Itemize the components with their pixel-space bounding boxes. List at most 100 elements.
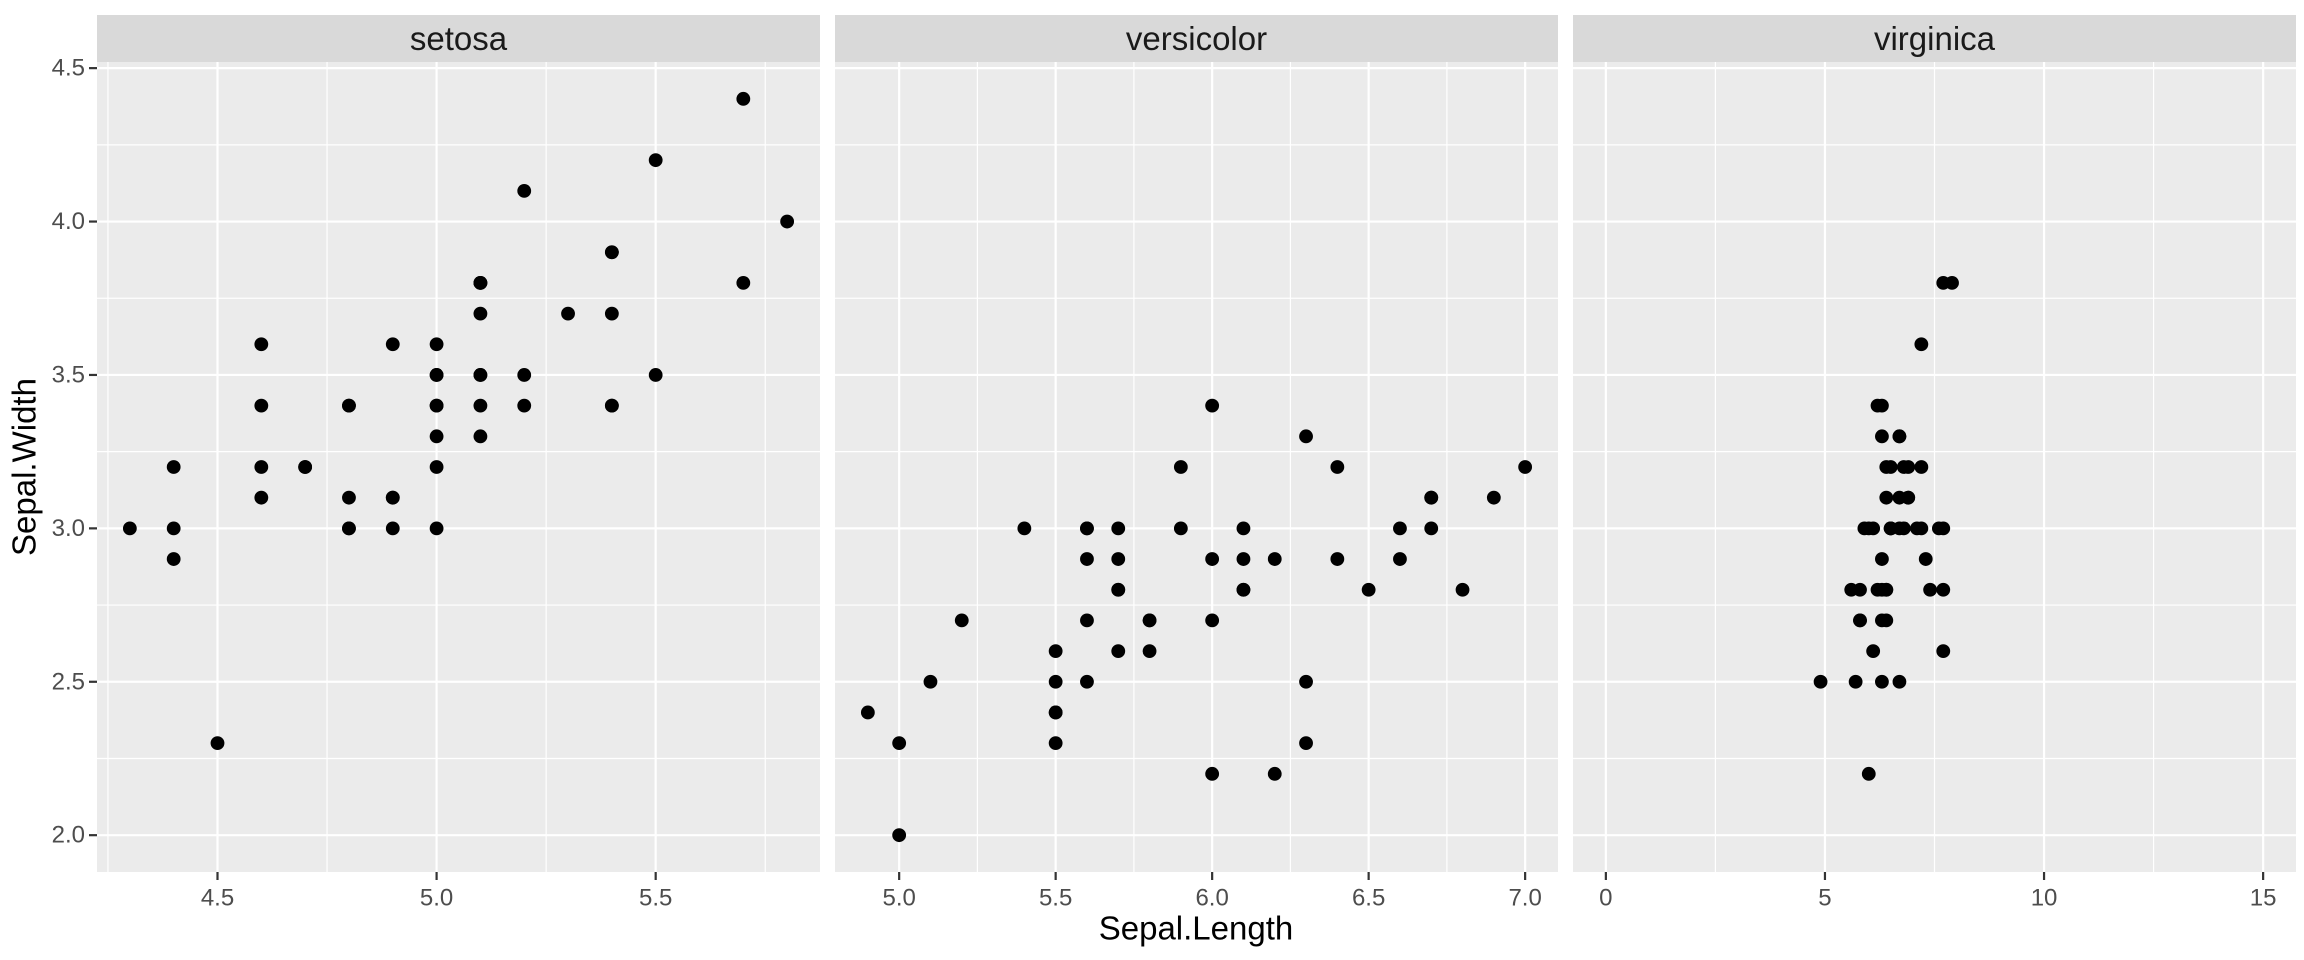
data-point — [1080, 613, 1094, 628]
data-point — [122, 521, 137, 536]
data-point — [166, 552, 181, 566]
y-axis-title: Sepal.Width — [6, 378, 43, 556]
data-point — [1875, 552, 1889, 566]
data-point — [860, 705, 875, 720]
data-point — [1870, 398, 1885, 413]
data-point — [517, 183, 532, 198]
data-point — [1361, 582, 1376, 597]
data-point — [1424, 521, 1439, 536]
x-tick-label: 6.5 — [1352, 885, 1385, 912]
data-point — [429, 521, 444, 536]
x-tick-label: 7.0 — [1508, 885, 1541, 912]
data-point — [1017, 521, 1032, 536]
data-point — [429, 368, 444, 382]
data-point — [342, 521, 356, 536]
data-point — [1173, 460, 1188, 474]
facet-strip — [1573, 15, 2296, 62]
data-point — [517, 368, 532, 382]
x-tick-label: 5.5 — [1039, 885, 1072, 912]
data-point — [1936, 582, 1951, 597]
y-tick-label: 2.0 — [52, 822, 85, 849]
data-point — [1205, 398, 1220, 413]
data-point — [1080, 674, 1094, 689]
data-point — [254, 337, 269, 352]
data-point — [473, 368, 488, 382]
data-point — [517, 398, 532, 413]
data-point — [1879, 490, 1894, 505]
chart-layer: setosa 4.5 5.0 5.5 versicolor 5.0 5.5 6.0 6.5 7.0… — [52, 15, 2296, 912]
data-point — [342, 490, 356, 505]
x-tick-label: 10 — [2031, 885, 2058, 912]
data-point — [1267, 766, 1282, 781]
data-point — [1299, 429, 1313, 444]
data-point — [1848, 674, 1863, 689]
data-point — [780, 214, 795, 229]
data-point — [1875, 429, 1889, 444]
data-point — [604, 245, 619, 260]
data-point — [1914, 337, 1929, 352]
data-point — [1111, 644, 1126, 658]
data-point — [473, 429, 488, 444]
data-point — [892, 828, 907, 843]
data-point — [1080, 552, 1094, 566]
data-point — [1299, 674, 1313, 689]
data-point — [604, 398, 619, 413]
data-point — [1393, 521, 1407, 536]
data-point — [429, 429, 444, 444]
facet-strip — [835, 15, 1558, 62]
data-point — [1901, 490, 1916, 505]
data-point — [1393, 552, 1407, 566]
data-point — [254, 460, 269, 474]
y-tick-label: 2.5 — [52, 668, 85, 695]
data-point — [1048, 705, 1063, 720]
facet-strip-label: versicolor — [1126, 20, 1267, 57]
data-point — [1142, 644, 1157, 658]
data-point — [429, 460, 444, 474]
data-point — [1883, 521, 1898, 536]
data-point — [254, 398, 269, 413]
data-point — [1844, 582, 1859, 597]
x-tick-label: 5.0 — [882, 885, 915, 912]
data-point — [298, 460, 313, 474]
x-tick-label: 4.5 — [201, 885, 234, 912]
data-point — [385, 521, 400, 536]
panel-background — [835, 62, 1558, 872]
data-point — [1853, 613, 1867, 628]
data-point — [1205, 552, 1220, 566]
data-point — [1299, 736, 1313, 751]
x-axis-title: Sepal.Length — [1099, 910, 1294, 947]
data-point — [1330, 552, 1345, 566]
y-tick-label: 3.0 — [52, 515, 85, 542]
data-point — [1936, 644, 1951, 658]
data-point — [1111, 521, 1126, 536]
data-point — [604, 306, 619, 321]
data-point — [1879, 460, 1894, 474]
x-tick-label: 15 — [2250, 885, 2277, 912]
data-point — [1892, 429, 1907, 444]
data-point — [254, 490, 269, 505]
data-point — [1518, 460, 1533, 474]
x-tick-label: 5 — [1818, 885, 1831, 912]
data-point — [1914, 521, 1929, 536]
x-tick-label: 0 — [1599, 885, 1612, 912]
data-point — [954, 613, 969, 628]
data-point — [1896, 460, 1911, 474]
data-point — [473, 398, 488, 413]
y-tick-label: 3.5 — [52, 361, 85, 388]
data-point — [1236, 521, 1251, 536]
data-point — [1205, 613, 1220, 628]
data-point — [1918, 552, 1933, 566]
data-point — [1142, 613, 1157, 628]
data-point — [1936, 521, 1951, 536]
data-point — [736, 91, 751, 106]
data-point — [1048, 674, 1063, 689]
data-point — [385, 337, 400, 352]
panel-background — [97, 62, 820, 872]
data-point — [1330, 460, 1345, 474]
data-point — [342, 398, 356, 413]
data-point — [385, 490, 400, 505]
data-point — [923, 674, 938, 689]
data-point — [1486, 490, 1501, 505]
data-point — [1914, 460, 1929, 474]
